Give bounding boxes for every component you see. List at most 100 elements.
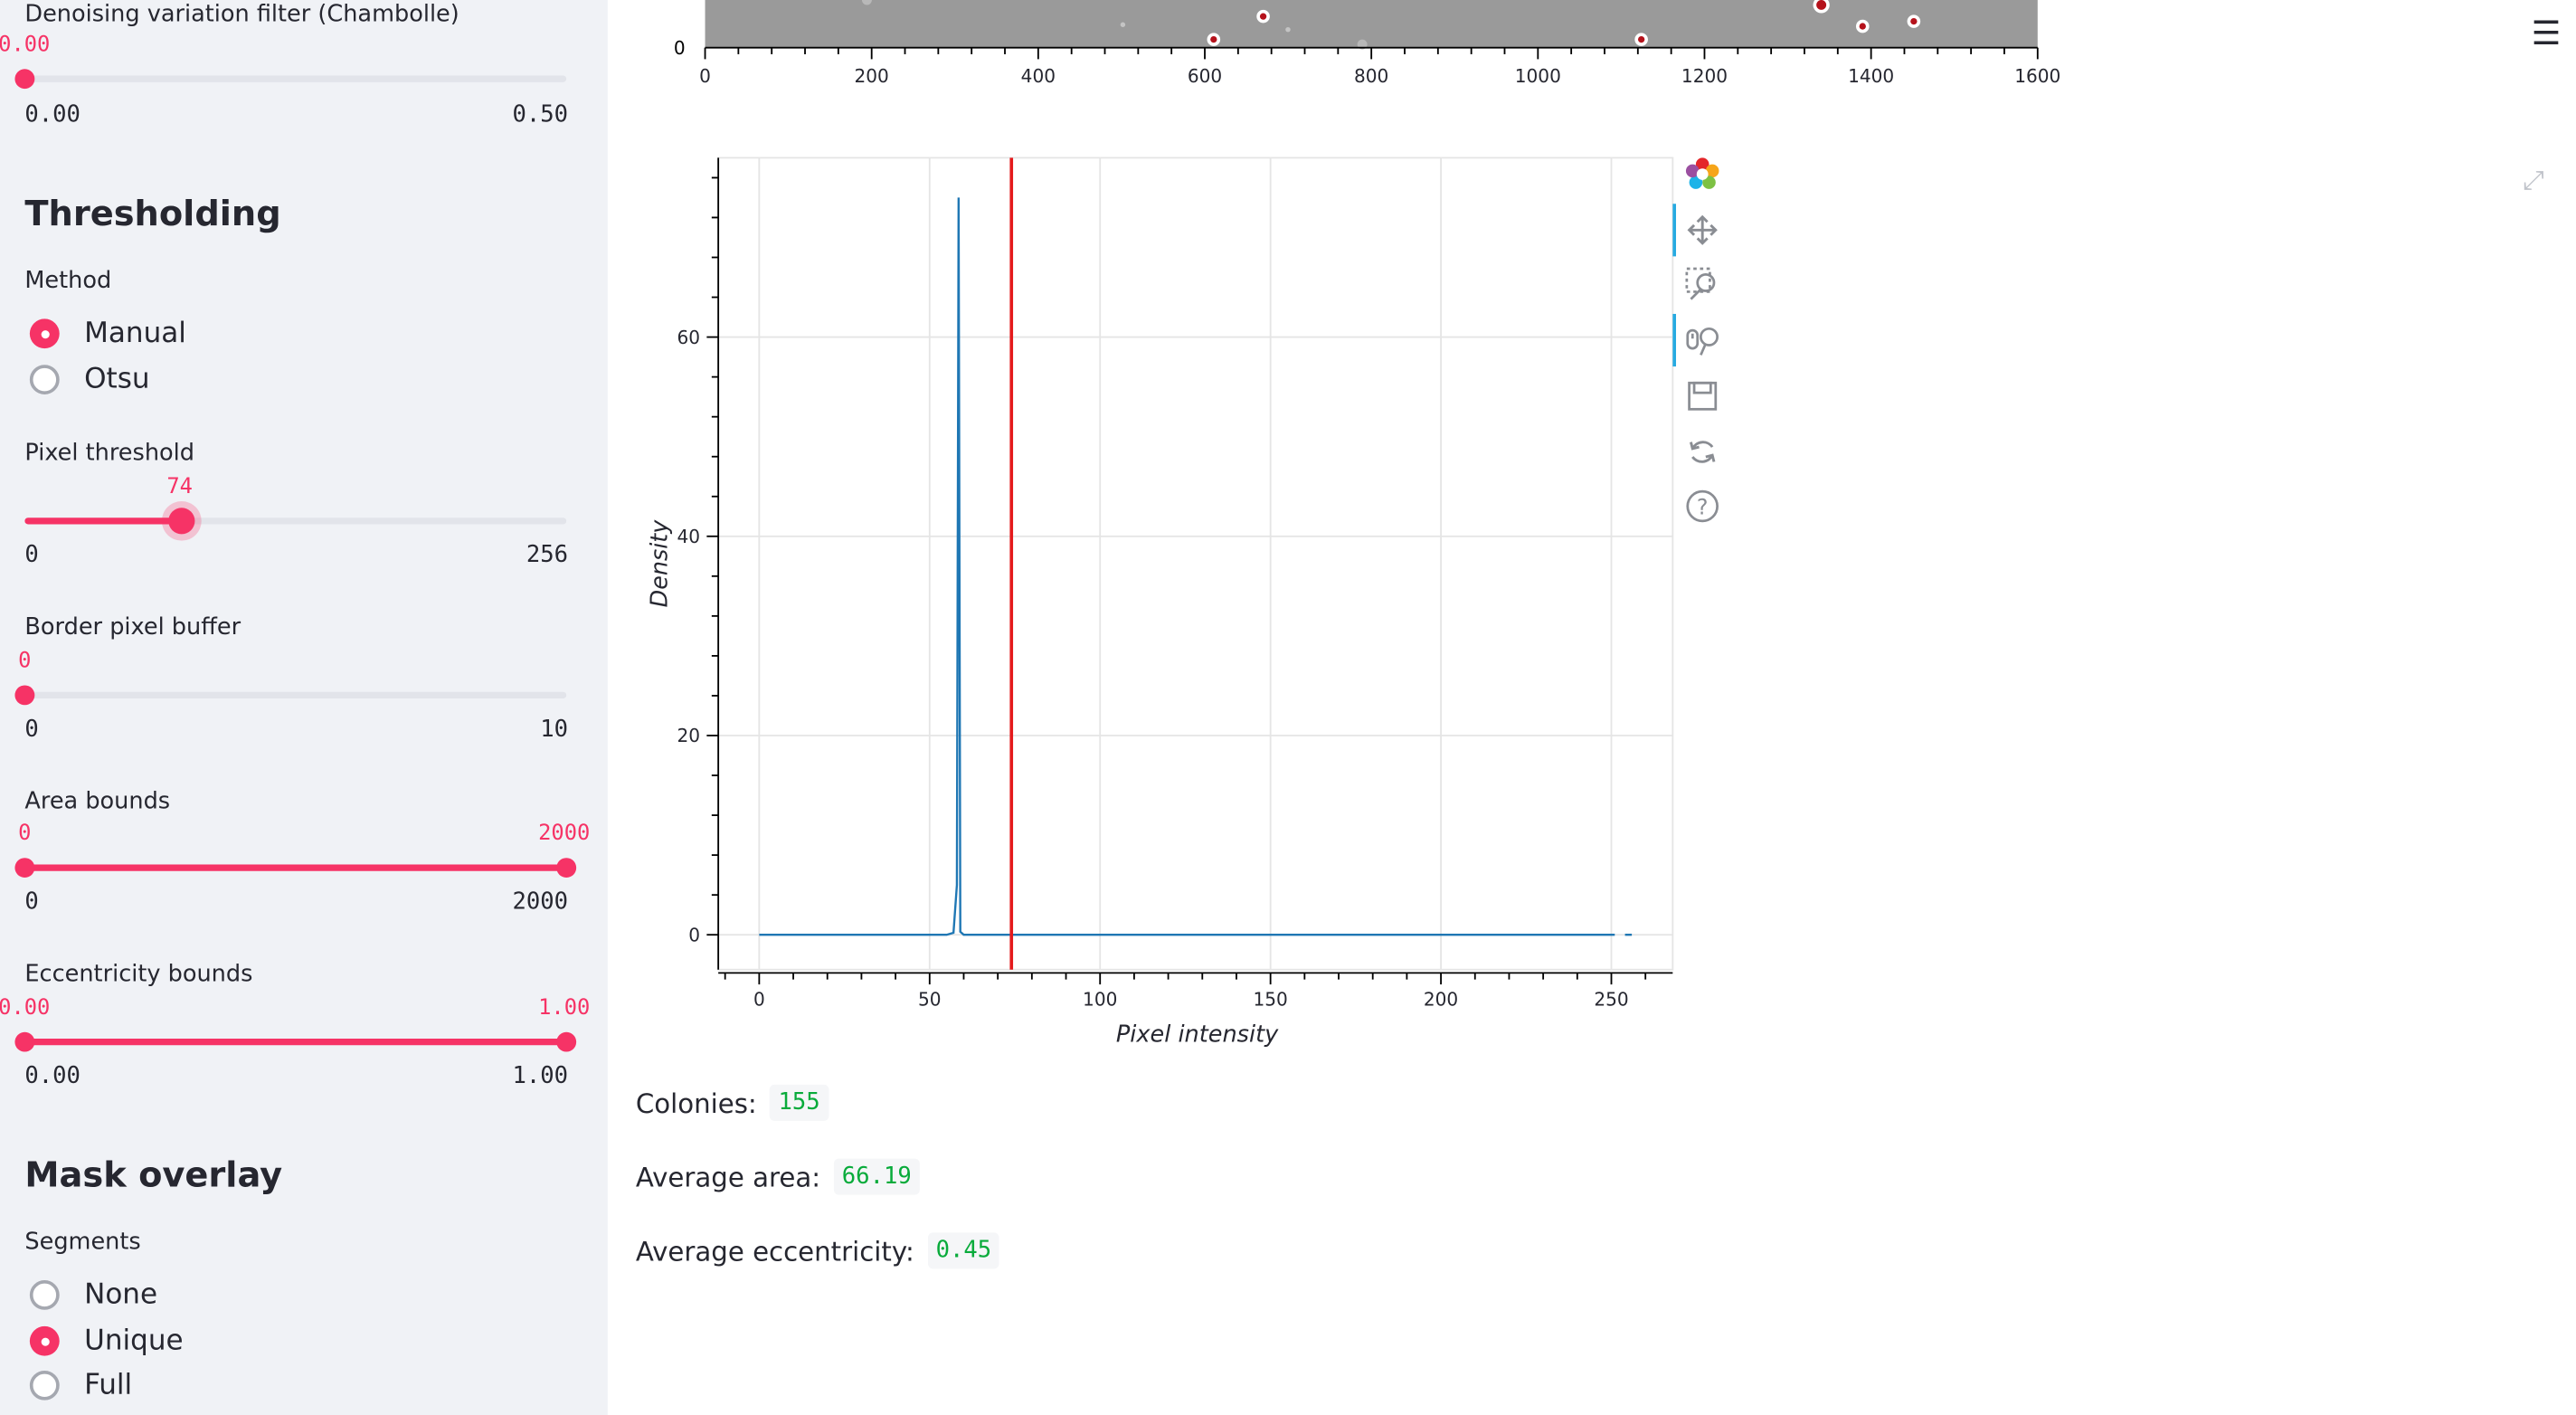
x-axis-label: Pixel intensity [1116, 1021, 1279, 1049]
radio-unselected-indicator [29, 1370, 60, 1401]
y-tick-label: 0 [688, 925, 700, 946]
image-x-tick-label: 1200 [1681, 65, 1728, 87]
radio-full[interactable]: Full [29, 1369, 133, 1402]
eccentricity-high-thumb[interactable] [556, 1031, 577, 1052]
colony-image-plot[interactable]: 0 200 400 600 800 1000 1200 1400 1600 0 [652, 0, 2088, 99]
density-line-0 [759, 197, 1615, 936]
wheel-zoom-icon[interactable] [1682, 320, 1722, 360]
y-tick-label: 60 [677, 327, 701, 348]
area-bounds-low-thumb[interactable] [14, 858, 35, 878]
hamburger-menu-icon[interactable]: ☰ [2531, 13, 2562, 53]
average-area-label: Average area: [635, 1161, 821, 1192]
fullscreen-expand-icon[interactable]: ⤢ [2523, 164, 2544, 196]
border-buffer-min: 0 [24, 716, 39, 744]
colony-image [705, 0, 2038, 48]
pan-active-indicator [1672, 204, 1676, 257]
pixel-threshold-slider-thumb[interactable] [168, 508, 195, 535]
image-x-tick-label: 600 [1188, 65, 1222, 87]
plot-frame [717, 157, 1674, 971]
eccentricity-low-thumb[interactable] [14, 1031, 35, 1052]
radio-full-label: Full [84, 1369, 133, 1402]
image-x-tick-label: 1600 [2014, 65, 2060, 87]
radio-unselected-indicator [29, 1280, 60, 1310]
denoise-slider-thumb[interactable] [14, 69, 35, 90]
image-x-tick-label: 0 [699, 65, 711, 87]
svg-text:?: ? [1697, 495, 1709, 520]
radio-manual[interactable]: Manual [29, 317, 186, 350]
average-area-value: 66.19 [833, 1158, 920, 1195]
radio-manual-label: Manual [84, 317, 186, 350]
eccentricity-slider-track[interactable] [24, 1039, 567, 1046]
radio-otsu-label: Otsu [84, 363, 150, 396]
border-buffer-label: Border pixel buffer [24, 614, 242, 641]
eccentricity-bounds-label: Eccentricity bounds [24, 961, 253, 988]
save-icon[interactable] [1682, 376, 1722, 416]
method-label: Method [24, 268, 112, 295]
reset-icon[interactable] [1682, 432, 1722, 472]
image-y-tick-label: 0 [674, 37, 686, 59]
eccentricity-low-value: 0.00 [0, 995, 51, 1021]
x-tick-label: 250 [1594, 989, 1628, 1011]
x-tick-label: 150 [1253, 989, 1287, 1011]
image-x-tick-label: 200 [855, 65, 889, 87]
denoise-max: 0.50 [512, 101, 569, 128]
wheel-zoom-active-indicator [1672, 313, 1676, 367]
border-buffer-max: 10 [540, 716, 569, 744]
radio-selected-indicator [29, 318, 60, 349]
area-bounds-slider-track[interactable] [24, 864, 567, 871]
eccentricity-min: 0.00 [24, 1063, 80, 1090]
histogram-series [759, 197, 1633, 936]
thresholding-heading: Thresholding [24, 194, 281, 233]
image-x-axis-ticks: 0 200 400 600 800 1000 1200 1400 1600 [699, 47, 2060, 87]
radio-none-label: None [84, 1278, 158, 1312]
border-buffer-slider-track[interactable] [24, 691, 567, 699]
area-bounds-low-value: 0 [18, 821, 32, 847]
image-x-tick-label: 400 [1021, 65, 1056, 87]
radio-none[interactable]: None [29, 1278, 158, 1312]
area-bounds-label: Area bounds [24, 788, 171, 815]
average-eccentricity-stat: Average eccentricity: 0.45 [635, 1232, 1000, 1269]
x-tick-label: 100 [1083, 989, 1117, 1011]
pixel-threshold-slider-fill [24, 518, 182, 525]
bokeh-logo-icon[interactable] [1682, 155, 1722, 195]
average-eccentricity-label: Average eccentricity: [635, 1235, 914, 1267]
image-x-tick-label: 1400 [1848, 65, 1894, 87]
average-area-stat: Average area: 66.19 [635, 1158, 920, 1195]
x-tick-label: 50 [918, 989, 942, 1011]
pixel-threshold-max: 256 [526, 542, 569, 569]
area-bounds-max: 2000 [512, 888, 569, 916]
radio-selected-indicator [29, 1325, 60, 1356]
radio-unique[interactable]: Unique [29, 1325, 184, 1358]
segments-label: Segments [24, 1229, 141, 1256]
denoise-current-value: 0.00 [0, 33, 51, 58]
y-tick-label: 40 [677, 526, 701, 547]
colony-markers [861, 0, 1921, 50]
radio-otsu[interactable]: Otsu [29, 363, 150, 396]
area-bounds-min: 0 [24, 888, 39, 916]
pixel-threshold-current-value: 74 [166, 474, 193, 500]
sidebar: Denoising variation filter (Chambolle) 0… [0, 0, 608, 1415]
histogram-axis-ticks: 0 50 100 150 200 250 0 20 40 60 [677, 176, 1647, 1011]
eccentricity-max: 1.00 [512, 1063, 569, 1090]
mask-overlay-heading: Mask overlay [24, 1154, 283, 1195]
colonies-stat: Colonies: 155 [636, 1084, 829, 1121]
denoise-slider-track[interactable] [24, 75, 567, 82]
pixel-threshold-min: 0 [24, 542, 39, 569]
help-icon[interactable]: ? [1682, 487, 1722, 527]
histogram-plot[interactable]: 0 50 100 150 200 250 0 20 40 60 Pixel intensity D… [636, 139, 1680, 1059]
y-tick-label: 20 [677, 725, 701, 746]
radio-unique-label: Unique [84, 1325, 184, 1358]
border-buffer-current-value: 0 [18, 649, 32, 674]
x-tick-label: 0 [753, 989, 765, 1011]
area-bounds-high-thumb[interactable] [556, 858, 577, 878]
box-zoom-icon[interactable] [1682, 264, 1722, 304]
border-buffer-slider-thumb[interactable] [14, 685, 35, 706]
pixel-threshold-label: Pixel threshold [24, 440, 194, 467]
denoise-label: Denoising variation filter (Chambolle) [24, 1, 459, 28]
radio-unselected-indicator [29, 365, 60, 394]
y-axis-label: Density [646, 519, 673, 608]
pan-icon[interactable] [1682, 211, 1722, 251]
pixel-threshold-slider-track[interactable] [24, 518, 567, 525]
x-tick-label: 200 [1424, 989, 1458, 1011]
